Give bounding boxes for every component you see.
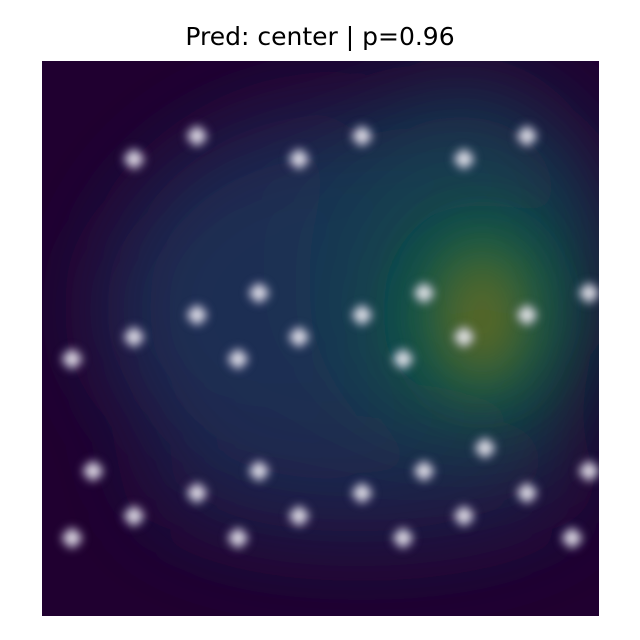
point-cross-v: [422, 462, 426, 480]
point-cross-v: [236, 350, 240, 368]
point-cross-v: [525, 127, 529, 145]
point-cross-v: [297, 507, 301, 525]
point-cross-v: [462, 328, 466, 346]
point-cross-v: [360, 306, 364, 324]
point-cross-v: [525, 306, 529, 324]
point-cross-v: [297, 328, 301, 346]
point-cross-v: [587, 462, 591, 480]
point-cross-v: [525, 484, 529, 502]
point-cross-v: [132, 150, 136, 168]
heatmap-svg: [42, 61, 599, 616]
point-cross-v: [483, 439, 487, 457]
point-cross-v: [257, 284, 261, 302]
point-cross-v: [257, 462, 261, 480]
point-cross-v: [70, 350, 74, 368]
point-cross-v: [132, 507, 136, 525]
point-cross-v: [587, 284, 591, 302]
point-cross-v: [360, 127, 364, 145]
saliency-heatmap: [42, 61, 599, 616]
point-cross-v: [297, 150, 301, 168]
point-cross-v: [132, 328, 136, 346]
point-cross-v: [91, 462, 95, 480]
point-cross-v: [422, 284, 426, 302]
figure-title: Pred: center | p=0.96: [185, 22, 455, 51]
point-cross-v: [195, 127, 199, 145]
point-cross-v: [570, 529, 574, 547]
point-cross-v: [195, 484, 199, 502]
point-cross-v: [195, 306, 199, 324]
point-cross-v: [462, 150, 466, 168]
point-cross-v: [70, 529, 74, 547]
point-cross-v: [462, 507, 466, 525]
point-cross-v: [236, 529, 240, 547]
point-cross-v: [401, 529, 405, 547]
point-cross-v: [360, 484, 364, 502]
heat-core: [422, 231, 542, 391]
sample-points: [58, 122, 599, 552]
point-cross-v: [401, 350, 405, 368]
